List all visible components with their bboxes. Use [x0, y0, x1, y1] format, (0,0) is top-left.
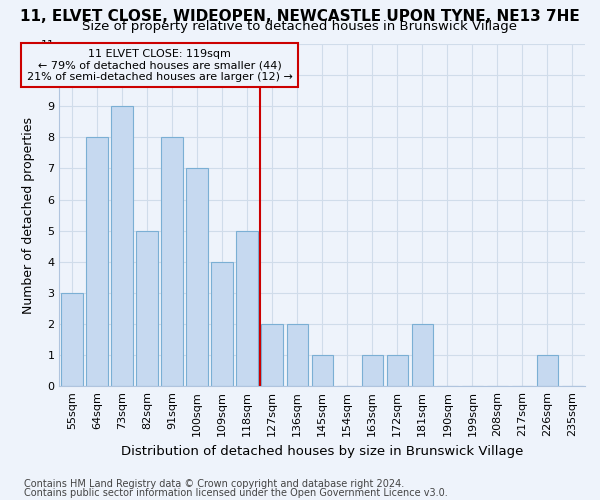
- Text: Contains public sector information licensed under the Open Government Licence v3: Contains public sector information licen…: [24, 488, 448, 498]
- Text: Size of property relative to detached houses in Brunswick Village: Size of property relative to detached ho…: [83, 20, 517, 33]
- Bar: [311, 355, 333, 386]
- Bar: [61, 293, 83, 386]
- Text: 11, ELVET CLOSE, WIDEOPEN, NEWCASTLE UPON TYNE, NE13 7HE: 11, ELVET CLOSE, WIDEOPEN, NEWCASTLE UPO…: [20, 9, 580, 24]
- Bar: [412, 324, 433, 386]
- Y-axis label: Number of detached properties: Number of detached properties: [22, 116, 35, 314]
- Bar: [136, 230, 158, 386]
- Bar: [187, 168, 208, 386]
- Text: 11 ELVET CLOSE: 119sqm
← 79% of detached houses are smaller (44)
21% of semi-det: 11 ELVET CLOSE: 119sqm ← 79% of detached…: [26, 48, 292, 82]
- Bar: [262, 324, 283, 386]
- Bar: [287, 324, 308, 386]
- Bar: [537, 355, 558, 386]
- Bar: [362, 355, 383, 386]
- Bar: [86, 138, 107, 386]
- Bar: [161, 138, 182, 386]
- X-axis label: Distribution of detached houses by size in Brunswick Village: Distribution of detached houses by size …: [121, 444, 523, 458]
- Text: Contains HM Land Registry data © Crown copyright and database right 2024.: Contains HM Land Registry data © Crown c…: [24, 479, 404, 489]
- Bar: [211, 262, 233, 386]
- Bar: [112, 106, 133, 386]
- Bar: [236, 230, 258, 386]
- Bar: [386, 355, 408, 386]
